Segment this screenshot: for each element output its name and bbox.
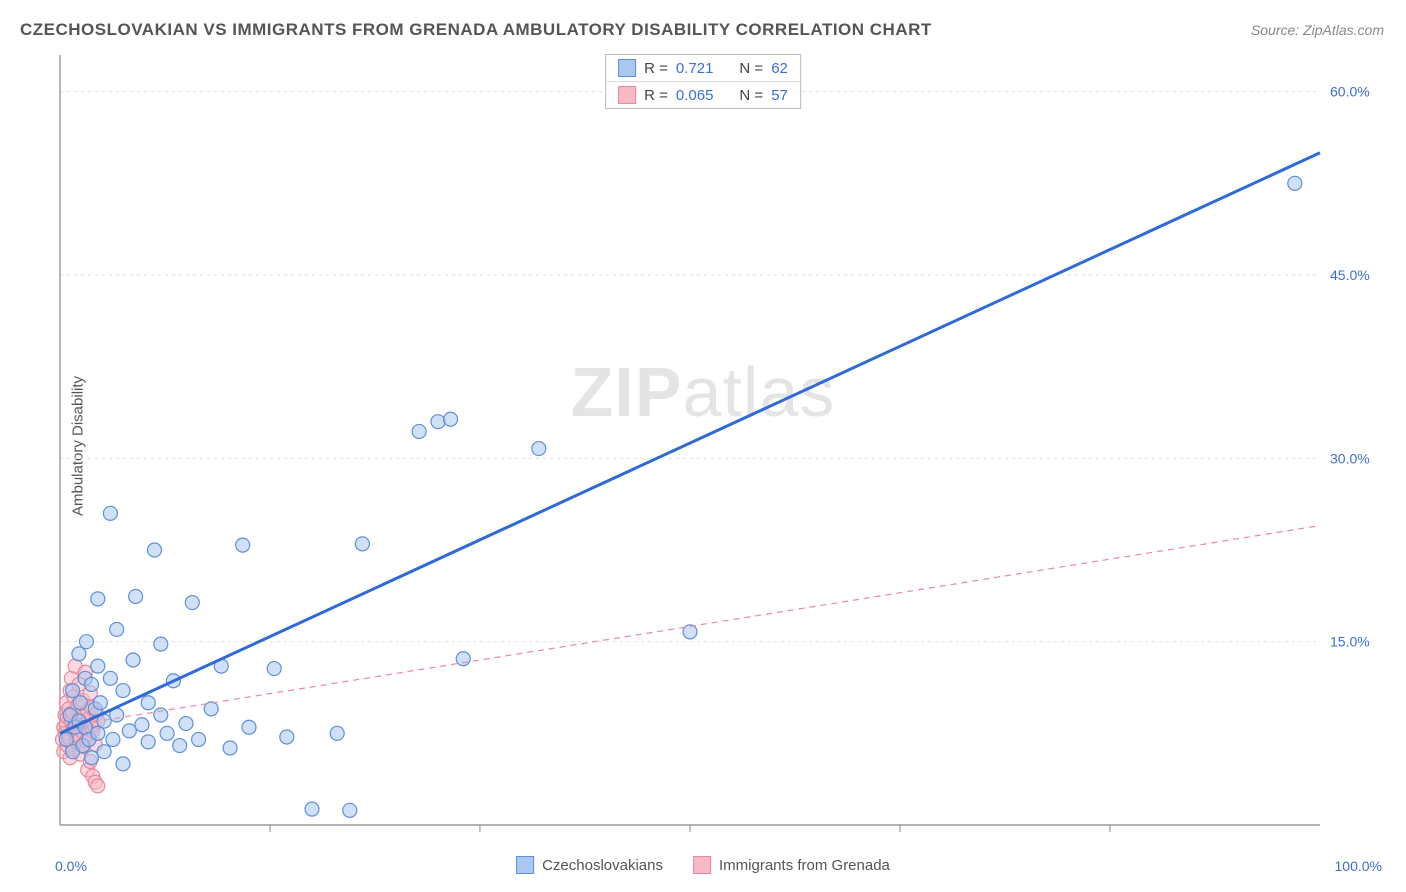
r-value: 0.065 xyxy=(676,87,714,104)
stats-box: R = 0.721 N = 62 R = 0.065 N = 57 xyxy=(605,54,801,109)
x-axis-min-label: 0.0% xyxy=(55,858,87,874)
legend-label: Czechoslovakians xyxy=(542,857,663,874)
n-label: N = xyxy=(739,60,763,77)
n-label: N = xyxy=(739,87,763,104)
swatch-icon xyxy=(618,59,636,77)
bottom-legend: Czechoslovakians Immigrants from Grenada xyxy=(516,856,890,874)
r-label: R = xyxy=(644,87,668,104)
legend-label: Immigrants from Grenada xyxy=(719,857,890,874)
stats-row: R = 0.065 N = 57 xyxy=(606,81,800,108)
svg-text:30.0%: 30.0% xyxy=(1330,450,1370,466)
n-value: 62 xyxy=(771,60,788,77)
legend-item: Immigrants from Grenada xyxy=(693,856,890,874)
chart-title: CZECHOSLOVAKIAN VS IMMIGRANTS FROM GRENA… xyxy=(20,20,932,40)
swatch-icon xyxy=(516,856,534,874)
svg-text:60.0%: 60.0% xyxy=(1330,84,1370,100)
svg-text:15.0%: 15.0% xyxy=(1330,634,1370,650)
swatch-icon xyxy=(618,86,636,104)
x-axis-max-label: 100.0% xyxy=(1335,858,1382,874)
r-label: R = xyxy=(644,60,668,77)
legend-item: Czechoslovakians xyxy=(516,856,663,874)
swatch-icon xyxy=(693,856,711,874)
source-label: Source: ZipAtlas.com xyxy=(1251,22,1384,38)
scatter-chart: 15.0% 30.0% 45.0% 60.0% xyxy=(50,45,1390,865)
n-value: 57 xyxy=(771,87,788,104)
svg-text:45.0%: 45.0% xyxy=(1330,267,1370,283)
r-value: 0.721 xyxy=(676,60,714,77)
stats-row: R = 0.721 N = 62 xyxy=(606,55,800,81)
